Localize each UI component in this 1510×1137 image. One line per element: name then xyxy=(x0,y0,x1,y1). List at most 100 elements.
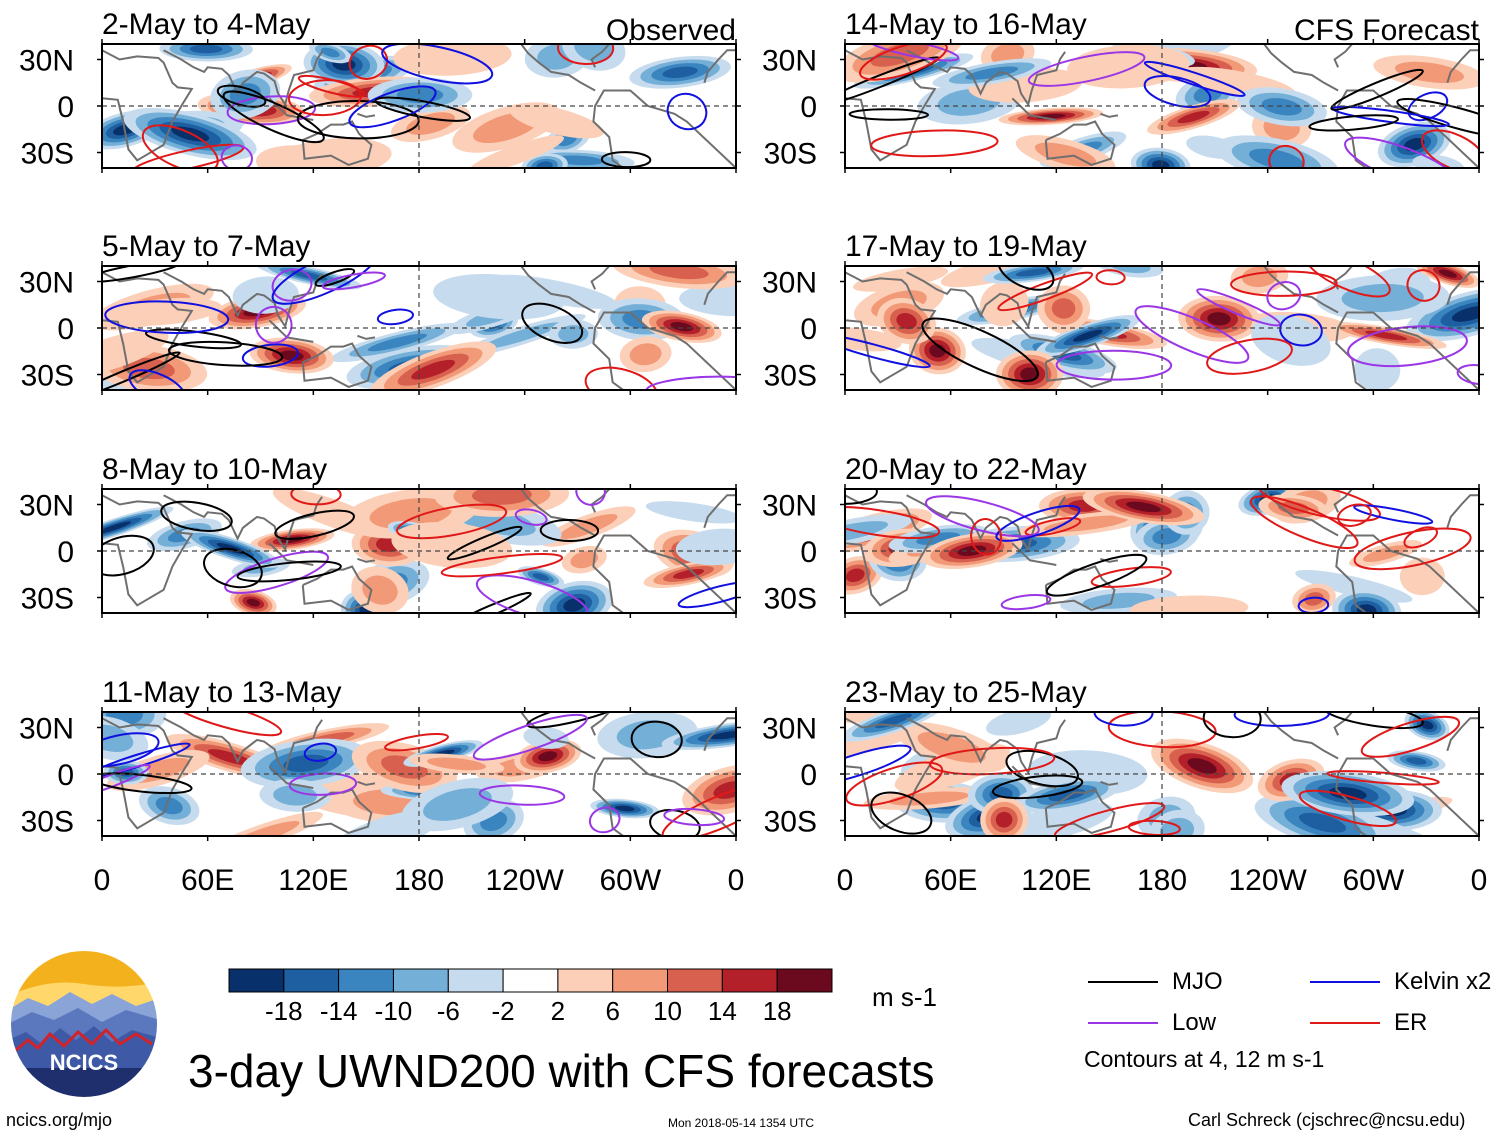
map-panel: 20-May to 22-May 30N 0 30S xyxy=(762,453,1484,618)
panel-label-2-may-to-4-may: 2-May to 4-May xyxy=(102,8,310,41)
x-tick-label: 120E xyxy=(1021,864,1091,897)
wave-contour xyxy=(925,495,1040,538)
colorbar-swatch xyxy=(393,968,449,993)
coastline xyxy=(1100,334,1119,340)
coastline xyxy=(1335,311,1479,390)
wave-contour xyxy=(104,300,230,334)
wave-contour xyxy=(1230,270,1338,297)
wind-anomaly-blob xyxy=(1406,757,1427,765)
wind-anomaly-blob xyxy=(965,66,1019,80)
wind-anomaly-blob xyxy=(1034,142,1097,167)
website-link[interactable]: ncics.org/mjo xyxy=(6,1110,113,1130)
coastline xyxy=(520,489,596,537)
wave-contour xyxy=(866,44,960,62)
colorbar-swatch xyxy=(447,968,504,993)
wind-anomaly-blob xyxy=(1451,306,1479,322)
y-tick-label: 30N xyxy=(762,713,817,746)
wind-anomaly-blob xyxy=(523,726,569,749)
wave-contour xyxy=(649,808,701,836)
y-tick-label: 0 xyxy=(57,759,74,792)
wave-contour xyxy=(271,266,379,305)
legend-line-low xyxy=(1088,1022,1158,1024)
wind-anomaly-blob xyxy=(1072,329,1103,342)
x-tick-label: 120W xyxy=(485,864,564,897)
wave-contour xyxy=(254,305,293,344)
legend-label-low: Low xyxy=(1172,1009,1217,1036)
wave-contour xyxy=(1344,136,1462,168)
wind-anomaly-blob xyxy=(709,730,736,740)
observed-header: Observed xyxy=(606,14,736,47)
wave-contour xyxy=(1353,527,1472,571)
wave-contour xyxy=(1266,281,1302,311)
coastline xyxy=(102,494,194,607)
x-tick-label: 120W xyxy=(1228,864,1307,897)
wave-contour xyxy=(1268,144,1305,168)
wave-contour xyxy=(1107,712,1217,749)
y-tick-label: 30S xyxy=(764,583,817,616)
y-tick-label: 0 xyxy=(57,536,74,569)
coastline xyxy=(1100,780,1119,786)
wave-contour xyxy=(630,720,683,759)
wind-anomaly-blob xyxy=(391,522,513,569)
wave-contour xyxy=(472,713,588,761)
wave-contour xyxy=(216,84,267,108)
wind-anomaly-blob xyxy=(1249,148,1304,168)
legend-label-er: ER xyxy=(1394,1009,1428,1036)
wave-contour xyxy=(1202,712,1262,739)
x-tick-label: 0 xyxy=(1471,864,1488,897)
wind-anomaly-blob xyxy=(1207,312,1231,326)
wave-contour xyxy=(141,124,219,168)
panel-label-20-may-to-22-may: 20-May to 22-May xyxy=(845,453,1087,486)
map-panel: 14-May to 16-May CFS Forecast 30N 0 30S xyxy=(762,8,1484,173)
legend-line-kelvin xyxy=(1310,981,1380,983)
wave-contour xyxy=(845,761,944,807)
wave-contour xyxy=(1233,712,1331,727)
wave-contour xyxy=(539,518,600,543)
colorbar-swatch xyxy=(557,968,614,993)
x-tick-label: 0 xyxy=(94,864,111,897)
wave-contour xyxy=(274,509,355,540)
y-tick-label: 30N xyxy=(19,45,74,78)
wave-contour xyxy=(102,732,160,768)
wind-anomaly-blob xyxy=(662,66,698,78)
wave-contour xyxy=(521,302,584,344)
wind-anomaly-blob xyxy=(1152,528,1182,545)
coastline xyxy=(703,494,736,529)
wave-contour xyxy=(297,74,366,98)
wave-contour xyxy=(167,340,284,367)
map-panel: 23-May to 25-May 30N 0 30S 0 60E 120E 180 120W 60… xyxy=(762,676,1487,897)
wave-contour xyxy=(1143,60,1246,97)
map-panel: 17-May to 19-May 30N 0 30S xyxy=(762,230,1484,395)
panel-label-17-may-to-19-may: 17-May to 19-May xyxy=(845,230,1087,263)
wave-contour xyxy=(991,774,1084,800)
coastline xyxy=(906,717,1066,775)
colorbar-tick-label: 6 xyxy=(605,996,619,1026)
wave-contour xyxy=(1095,269,1126,286)
coastline xyxy=(357,780,376,786)
y-tick-label: 30S xyxy=(21,583,74,616)
y-tick-label: 30S xyxy=(764,360,817,393)
wave-contour xyxy=(222,90,325,144)
y-tick-label: 30N xyxy=(19,267,74,300)
colorbar-swatch xyxy=(776,968,833,993)
panel-label-11-may-to-13-may: 11-May to 13-May xyxy=(102,676,342,709)
wave-contour xyxy=(440,552,564,578)
wind-anomaly-blob xyxy=(629,343,662,366)
coastline xyxy=(906,49,1066,107)
wind-anomaly-blob xyxy=(320,47,340,58)
wind-anomaly-blob xyxy=(393,44,512,76)
wind-anomaly-blob xyxy=(1002,801,1113,836)
legend-label-kelvin: Kelvin x2 xyxy=(1394,968,1492,995)
colorbar-tick-label: 10 xyxy=(653,996,682,1026)
wave-contour xyxy=(870,791,933,835)
coastline xyxy=(703,271,736,306)
wave-contour xyxy=(321,271,386,291)
wind-anomaly-blob xyxy=(102,329,169,377)
wave-contour xyxy=(870,129,999,158)
wind-anomaly-blob xyxy=(995,811,1013,828)
coastline xyxy=(1011,319,1057,343)
coastline xyxy=(1263,266,1339,314)
logo-text: NCICS xyxy=(50,1050,118,1075)
wind-anomaly-blob xyxy=(411,359,456,380)
y-tick-label: 0 xyxy=(800,91,817,124)
